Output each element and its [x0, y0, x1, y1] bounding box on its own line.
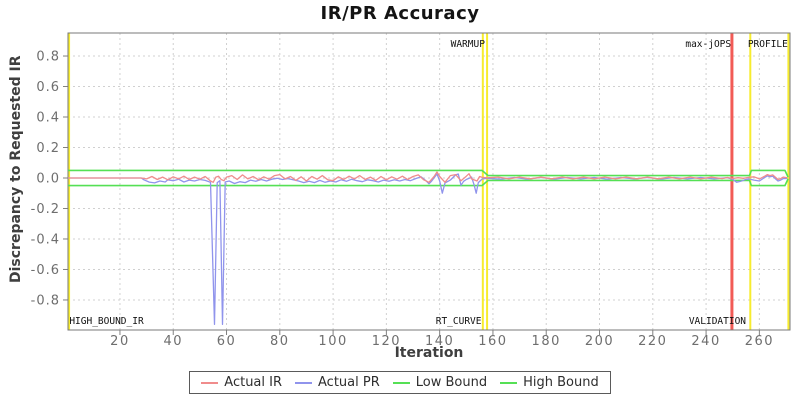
phase-label-high-bound-ir: HIGH_BOUND_IR — [69, 316, 144, 327]
y-tick-label: 0.2 — [36, 141, 60, 156]
legend-item-low-bound: Low Bound — [392, 375, 488, 390]
x-tick-label: 20 — [110, 334, 130, 349]
x-tick-label: 140 — [425, 334, 454, 349]
x-tick-label: 180 — [532, 334, 561, 349]
legend-label: High Bound — [523, 375, 599, 390]
y-tick-label: -0.8 — [31, 293, 60, 308]
legend-box: Actual IR Actual PR Low Bound High Bound — [189, 371, 611, 394]
phase-label-profile: PROFILE — [748, 39, 788, 50]
legend-swatch — [500, 381, 518, 384]
series-high-bound — [68, 169, 789, 178]
legend-swatch — [392, 381, 410, 384]
legend-label: Actual PR — [318, 375, 380, 390]
x-tick-label: 80 — [270, 334, 290, 349]
x-tick-label: 120 — [372, 334, 401, 349]
y-tick-label: 0.8 — [36, 50, 60, 65]
phase-label-warmup: WARMUP — [451, 39, 486, 50]
x-tick-label: 160 — [478, 334, 507, 349]
legend: Actual IR Actual PR Low Bound High Bound — [0, 371, 800, 394]
x-tick-label: 200 — [585, 334, 614, 349]
chart-title: IR/PR Accuracy — [320, 3, 480, 24]
legend-swatch — [201, 381, 219, 384]
x-tick-label: 260 — [745, 334, 774, 349]
y-axis-label: Discrepancy to Requested IR — [8, 55, 24, 283]
series-actual-pr — [68, 173, 788, 326]
legend-swatch — [295, 381, 313, 384]
series-actual-ir — [68, 171, 788, 183]
x-axis-label: Iteration — [394, 345, 464, 361]
y-tick-label: -0.2 — [31, 202, 60, 217]
legend-item-actual-pr: Actual PR — [295, 375, 380, 390]
plot-border — [67, 32, 791, 331]
y-tick-label: -0.4 — [31, 232, 60, 247]
x-tick-label: 40 — [163, 334, 183, 349]
x-tick-label: 240 — [691, 334, 720, 349]
phase-label-rt-curve: RT_CURVE — [436, 316, 482, 327]
phase-label-validation: VALIDATION — [689, 316, 746, 327]
legend-label: Actual IR — [224, 375, 283, 390]
x-tick-label: 220 — [638, 334, 667, 349]
y-tick-label: 0.0 — [36, 171, 60, 186]
y-tick-label: 0.4 — [36, 111, 60, 126]
phase-label-max-jops: max-jOPS — [685, 39, 731, 50]
legend-item-actual-ir: Actual IR — [201, 375, 282, 390]
legend-item-high-bound: High Bound — [500, 375, 599, 390]
x-tick-label: 100 — [318, 334, 347, 349]
y-tick-label: 0.6 — [36, 80, 60, 95]
series-low-bound — [68, 178, 789, 187]
y-tick-label: -0.6 — [31, 263, 60, 278]
x-tick-label: 60 — [217, 334, 237, 349]
legend-label: Low Bound — [415, 375, 488, 390]
